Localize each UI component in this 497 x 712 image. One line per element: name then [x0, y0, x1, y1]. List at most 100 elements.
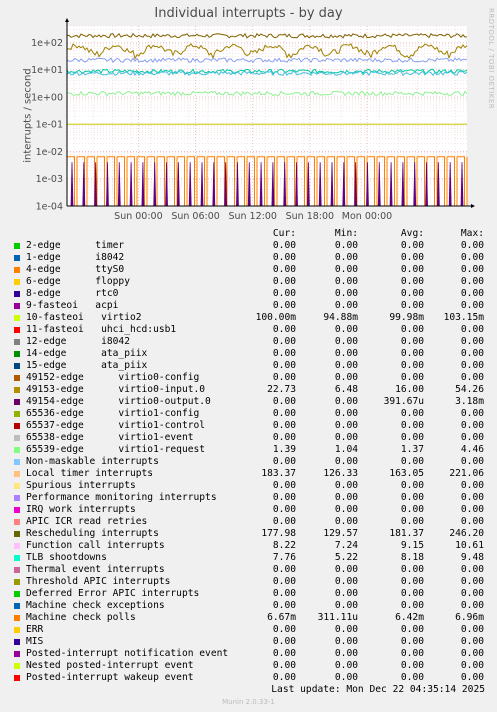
y-axis-arrow	[65, 18, 69, 22]
legend-min: 0.00	[334, 504, 358, 515]
legend-max: 54.26	[455, 384, 484, 395]
legend-row: Nested posted-interrupt event 0.00 0.00 0.0…	[0, 660, 497, 672]
last-update: Last update: Mon Dec 22 04:35:14 2025	[271, 684, 485, 695]
legend-swatch	[14, 591, 20, 597]
legend-max: 0.00	[460, 336, 484, 347]
legend-swatch	[14, 507, 20, 513]
legend-max: 0.00	[460, 300, 484, 311]
legend-swatch	[14, 579, 20, 585]
header-cur: Cur:	[272, 228, 296, 239]
legend-label: 14-edge ata_piix	[26, 348, 148, 359]
legend-max: 0.00	[460, 240, 484, 251]
legend-cur: 6.67m	[267, 612, 296, 623]
legend-cur: 0.00	[272, 672, 296, 683]
legend-swatch	[14, 363, 20, 369]
legend-row: 49154-edge virtio0-output.0 0.00 0.00 391.6…	[0, 396, 497, 408]
chart-title: Individual interrupts - by day	[154, 6, 343, 21]
legend-max: 6.96m	[455, 612, 484, 623]
legend-min: 0.00	[334, 348, 358, 359]
legend-row: 9-fasteoi acpi 0.00 0.00 0.00 0.00	[0, 300, 497, 312]
legend-cur: 0.00	[272, 240, 296, 251]
legend-swatch	[14, 519, 20, 525]
legend-max: 0.00	[460, 624, 484, 635]
legend-min: 0.00	[334, 588, 358, 599]
legend-cur: 0.00	[272, 492, 296, 503]
legend-label: Posted-interrupt wakeup event	[26, 672, 194, 683]
legend-row: Performance monitoring interrupts 0.00 0.0…	[0, 492, 497, 504]
legend-avg: 16.00	[395, 384, 424, 395]
legend-min: 0.00	[334, 576, 358, 587]
legend-max: 0.00	[460, 432, 484, 443]
legend-min: 0.00	[334, 276, 358, 287]
legend-min: 0.00	[334, 288, 358, 299]
legend-cur: 0.00	[272, 600, 296, 611]
legend-label: IRQ work interrupts	[26, 504, 136, 515]
legend-cur: 0.00	[272, 420, 296, 431]
legend-cur: 0.00	[272, 264, 296, 275]
legend-max: 0.00	[460, 576, 484, 587]
legend-header: Cur: Min: Avg: Max:	[0, 228, 497, 240]
legend-min: 6.48	[334, 384, 358, 395]
legend-avg: 0.00	[400, 324, 424, 335]
legend-row: APIC ICR read retries 0.00 0.00 0.00 0.00	[0, 516, 497, 528]
legend-label: 4-edge ttyS0	[26, 264, 125, 275]
y-tick-label: 1e+02	[31, 38, 63, 49]
legend-max: 0.00	[460, 492, 484, 503]
legend-min: 129.57	[323, 528, 358, 539]
header-max: Max:	[460, 228, 484, 239]
series-line	[67, 43, 468, 60]
legend-avg: 0.00	[400, 276, 424, 287]
legend-cur: 8.22	[272, 540, 296, 551]
legend-swatch	[14, 483, 20, 489]
legend-label: Local timer interrupts	[26, 468, 154, 479]
legend-max: 0.00	[460, 348, 484, 359]
legend-min: 0.00	[334, 480, 358, 491]
legend-cur: 0.00	[272, 588, 296, 599]
legend-avg: 0.00	[400, 420, 424, 431]
legend-avg: 0.00	[400, 624, 424, 635]
legend-swatch	[14, 543, 20, 549]
legend-avg: 0.00	[400, 432, 424, 443]
legend-label: Machine check exceptions	[26, 600, 165, 611]
legend-min: 0.00	[334, 264, 358, 275]
legend-min: 0.00	[334, 600, 358, 611]
legend-avg: 0.00	[400, 348, 424, 359]
legend-label: 65538-edge virtio1-event	[26, 432, 194, 443]
legend-label: Thermal event interrupts	[26, 564, 165, 575]
legend-avg: 0.00	[400, 288, 424, 299]
legend-cur: 0.00	[272, 432, 296, 443]
legend-row: MIS 0.00 0.00 0.00 0.00	[0, 636, 497, 648]
legend-avg: 0.00	[400, 492, 424, 503]
legend-min: 0.00	[334, 252, 358, 263]
legend-label: 65537-edge virtio1-control	[26, 420, 206, 431]
legend-cur: 183.37	[261, 468, 296, 479]
legend-max: 221.06	[449, 468, 484, 479]
legend-swatch	[14, 411, 20, 417]
legend-max: 0.00	[460, 276, 484, 287]
legend-label: 6-edge floppy	[26, 276, 130, 287]
legend-min: 7.24	[334, 540, 358, 551]
legend-label: 8-edge rtc0	[26, 288, 119, 299]
legend-max: 0.00	[460, 564, 484, 575]
legend-label: APIC ICR read retries	[26, 516, 148, 527]
legend-max: 0.00	[460, 504, 484, 515]
legend-avg: 0.00	[400, 504, 424, 515]
series-line	[67, 156, 468, 207]
legend-label: 1-edge i8042	[26, 252, 125, 263]
legend-max: 0.00	[460, 672, 484, 683]
legend-min: 0.00	[334, 648, 358, 659]
legend-cur: 0.00	[272, 288, 296, 299]
legend-cur: 0.00	[272, 372, 296, 383]
legend-max: 0.00	[460, 480, 484, 491]
legend-cur: 7.76	[272, 552, 296, 563]
legend-min: 5.22	[334, 552, 358, 563]
legend-avg: 0.00	[400, 600, 424, 611]
legend-max: 0.00	[460, 636, 484, 647]
legend-row: 65536-edge virtio1-config 0.00 0.00 0.00 0.0…	[0, 408, 497, 420]
legend-swatch	[14, 675, 20, 681]
legend-label: ERR	[26, 624, 44, 635]
legend-swatch	[14, 375, 20, 381]
legend-min: 0.00	[334, 672, 358, 683]
y-tick-label: 1e-02	[36, 147, 63, 158]
legend-min: 0.00	[334, 324, 358, 335]
